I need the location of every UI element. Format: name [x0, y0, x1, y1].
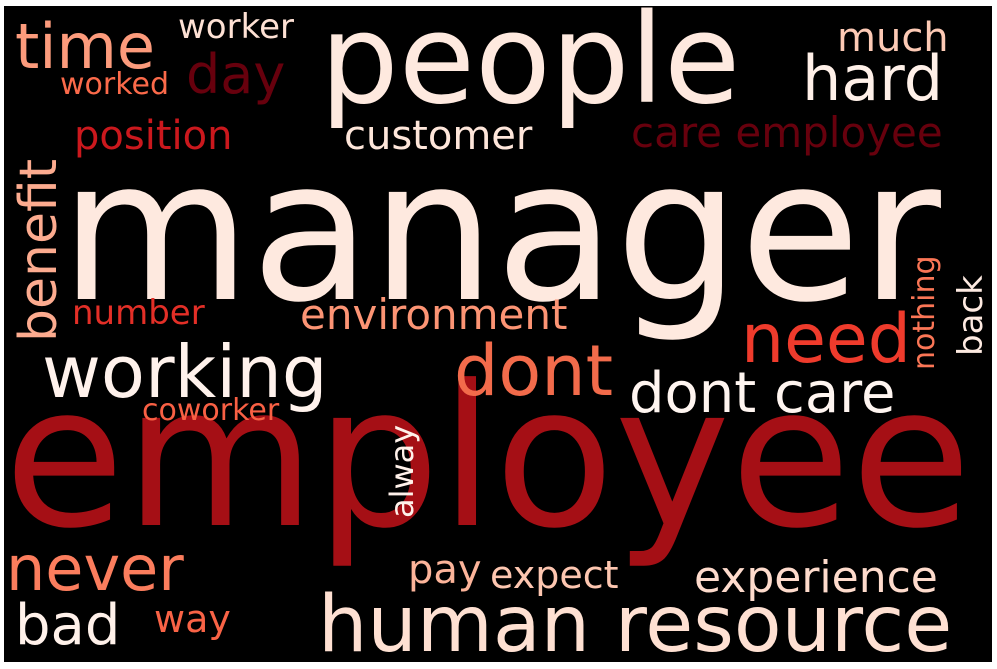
word-bad: bad [15, 593, 121, 658]
word-coworker: coworker [142, 393, 280, 428]
word-need: need [741, 300, 911, 379]
word-way: way [154, 597, 231, 641]
word-employee: employee [4, 344, 972, 572]
word-cloud: manager employee people human resource w… [4, 6, 992, 662]
word-dont-care: dont care [629, 361, 896, 426]
word-care-employee: care employee [631, 108, 943, 157]
word-never: never [6, 532, 184, 605]
word-expect: expect [490, 553, 619, 597]
word-time: time [15, 10, 156, 83]
word-day: day [186, 43, 286, 106]
word-worked: worked [60, 67, 170, 102]
word-dont: dont [454, 330, 614, 412]
word-human-resource: human resource [318, 580, 953, 662]
word-manager: manager [60, 118, 941, 346]
word-alway: alway [383, 424, 421, 518]
word-back: back [951, 275, 991, 356]
word-nothing: nothing [907, 255, 942, 370]
word-position: position [74, 113, 233, 159]
word-hard: hard [802, 42, 944, 115]
word-pay: pay [408, 547, 482, 593]
word-working: working [42, 330, 328, 414]
word-benefit: benefit [9, 158, 69, 342]
word-customer: customer [344, 113, 533, 159]
word-people: people [320, 6, 741, 132]
word-experience: experience [694, 552, 938, 603]
word-number: number [72, 293, 205, 333]
word-much: much [837, 15, 949, 61]
word-worker: worker [178, 7, 294, 47]
word-environment: environment [300, 290, 568, 339]
